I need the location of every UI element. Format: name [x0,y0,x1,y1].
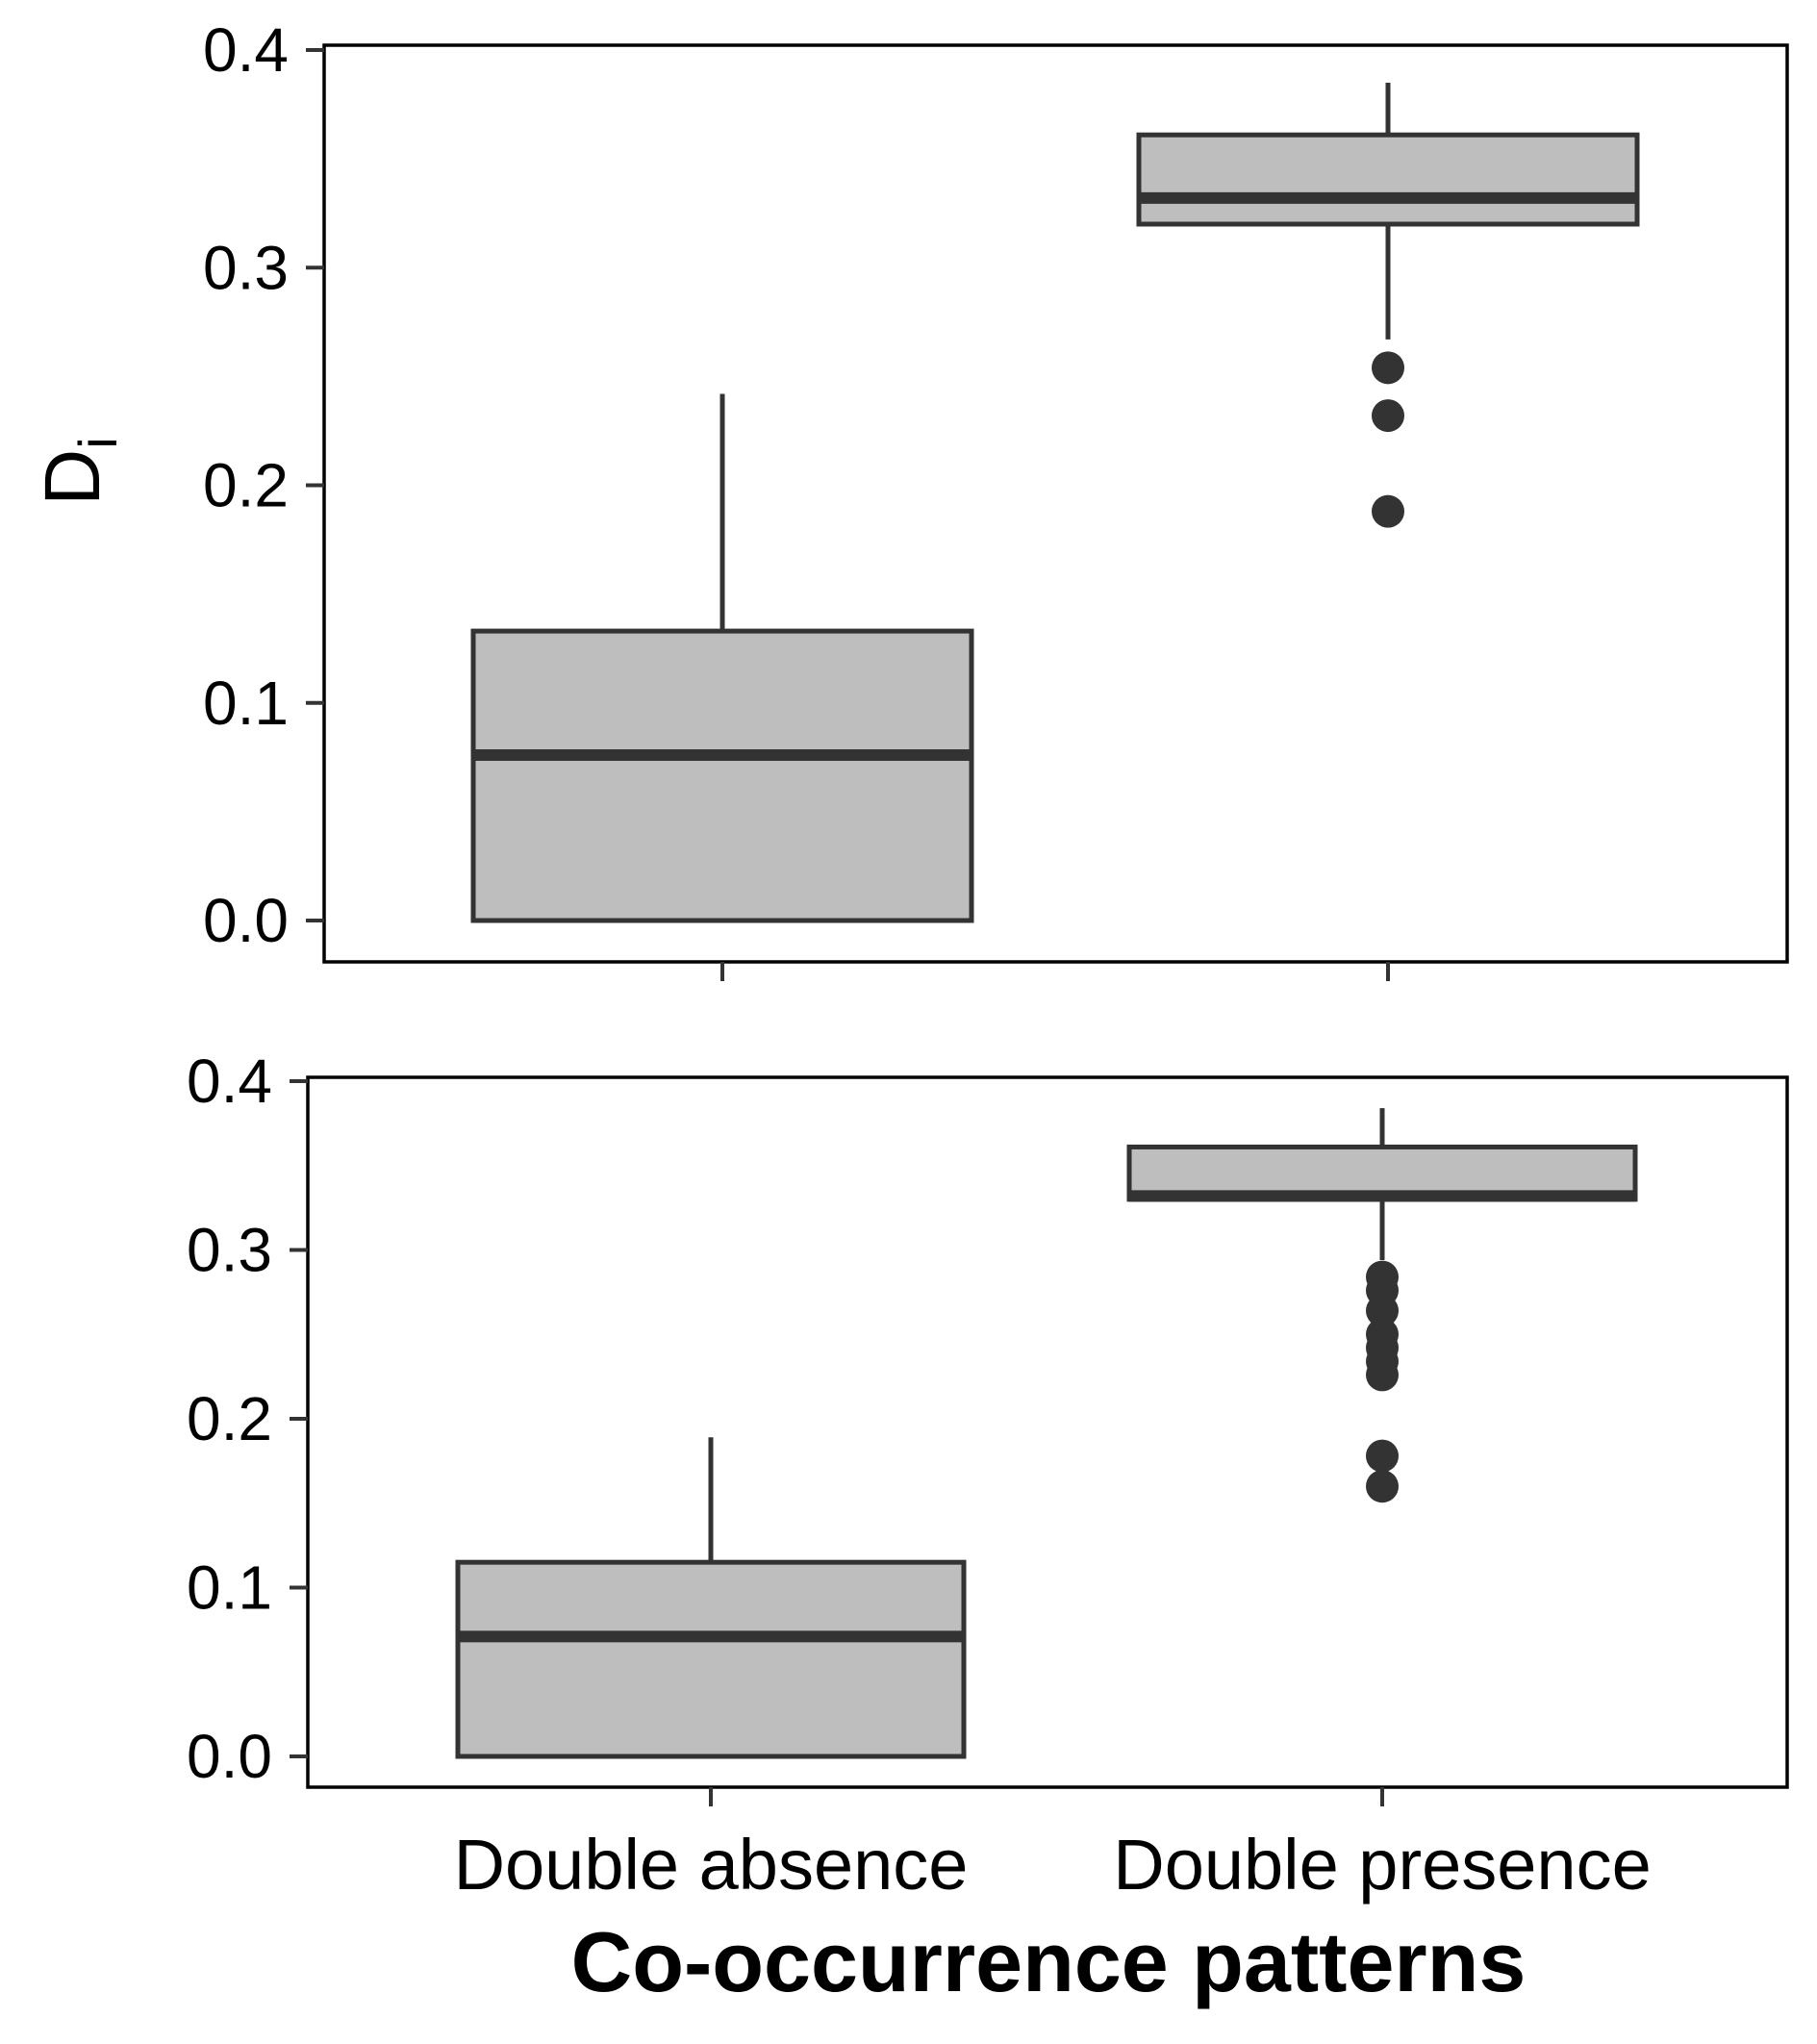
top-panel: 0.0 0.1 0.2 0.3 0.4 [203,15,1789,981]
y-tick-label: 0.0 [203,886,289,955]
y-tick-label: 0.1 [203,669,289,738]
box-double-presence [1136,82,1640,528]
x-axis-title: Co-occurrence patterns [571,1914,1527,2009]
outlier-point [1366,1358,1399,1392]
y-tick-label: 0.2 [203,451,289,520]
outlier-point [1372,494,1404,528]
iqr-box [1136,132,1640,227]
box-double-presence [1126,1108,1638,1503]
x-category-label-double-absence: Double absence [454,1825,969,1905]
y-axis-title: Di [29,437,128,506]
box-double-absence [455,1437,967,1759]
panel-frame [306,1075,1789,1789]
bottom-panel: 0.0 0.1 0.2 0.3 0.4 [187,1047,1789,1806]
y-tick-label: 0.2 [187,1384,272,1453]
box-double-absence [470,393,974,923]
y-tick-label: 0.4 [203,15,289,85]
iqr-box [455,1559,967,1759]
y-tick-label: 0.1 [187,1553,272,1623]
outlier-point [1366,1294,1399,1327]
svg-text:Di: Di [29,437,128,506]
y-tick-label: 0.4 [187,1047,272,1116]
outlier-point [1366,1470,1399,1503]
x-category-label-double-presence: Double presence [1113,1825,1651,1905]
outlier-point [1372,351,1404,385]
y-axis-title-main: D [29,449,116,506]
outlier-point [1372,399,1404,433]
iqr-box [470,628,974,923]
y-tick-label: 0.3 [187,1216,272,1285]
y-tick-label: 0.0 [187,1722,272,1791]
outlier-point [1366,1439,1399,1473]
y-tick-label: 0.3 [203,233,289,302]
panel-frame [322,43,1789,964]
y-axis-title-subscript: i [67,437,128,448]
